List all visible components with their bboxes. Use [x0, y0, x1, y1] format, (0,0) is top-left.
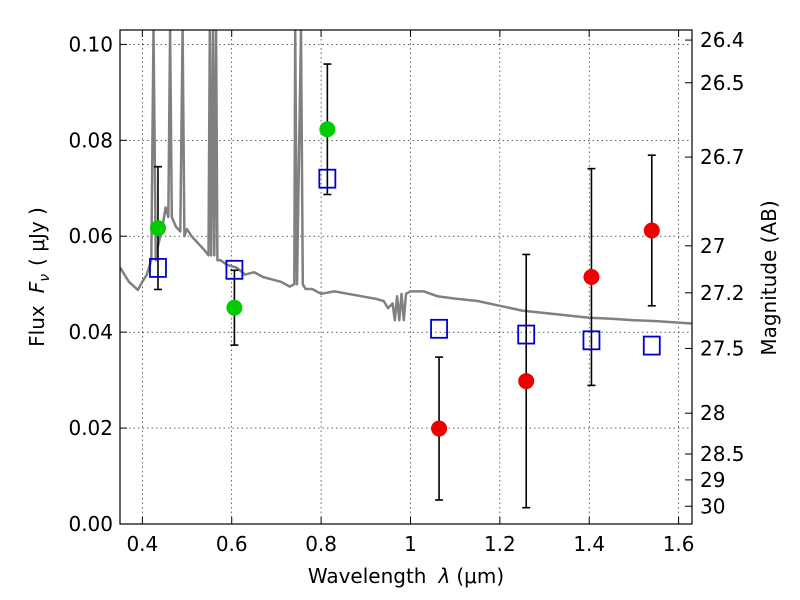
- y-axis-title-unit: ( μJy ): [25, 207, 49, 266]
- magnitude-tick-label: 27.5: [700, 336, 745, 360]
- x-tick-label: 1.6: [663, 532, 695, 556]
- magnitude-tick-label: 28: [700, 401, 725, 425]
- x-tick-label: 0.6: [216, 532, 248, 556]
- x-tick-label: 1: [404, 532, 417, 556]
- magnitude-tick-label: 26.5: [700, 71, 745, 95]
- model-band-square: [430, 318, 448, 339]
- y-tick-label: 0.10: [68, 32, 113, 56]
- magnitude-tick-label: 26.7: [700, 145, 745, 169]
- y-tick-label: 0.04: [68, 320, 113, 344]
- optical-data-point: [226, 299, 243, 316]
- x-tick-label: 0.8: [305, 532, 337, 556]
- y-tick-label: 0.08: [68, 128, 113, 152]
- model-spectrum-line: [120, 30, 692, 325]
- x-tick-label: 1.2: [484, 532, 516, 556]
- y-axis-title-text: Flux: [25, 305, 49, 347]
- y-axis-title-symbol: F: [25, 281, 49, 293]
- model-band-square: [318, 168, 337, 189]
- magnitude-tick-label: 30: [700, 494, 725, 518]
- magnitude-tick-label: 27.2: [700, 281, 745, 305]
- data-markers: [149, 63, 661, 509]
- optical-data-point: [319, 121, 336, 138]
- optical-data-point: [149, 220, 166, 237]
- model-band-square: [149, 257, 167, 278]
- x-axis-title-unit: (μm): [456, 564, 504, 588]
- magnitude-tick-label: 26.4: [700, 28, 745, 52]
- magnitude-tick-label: 27: [700, 234, 725, 258]
- model-band-square: [642, 335, 661, 356]
- nir-data-point: [583, 269, 600, 285]
- axis-ticks: 0.4 0.6 0.8 1 1.2 1.4 1.6 0.00 0.02 0.04 0.06 0.08 0…: [68, 28, 744, 556]
- y-tick-label: 0.06: [68, 224, 113, 248]
- model-spectrum-layer: [120, 30, 692, 325]
- model-band-square: [582, 330, 601, 351]
- y2-axis-title: Magnitude (AB): [757, 200, 781, 355]
- x-tick-label: 1.4: [573, 532, 605, 556]
- y-tick-label: 0.00: [68, 512, 113, 536]
- nir-data-point: [643, 222, 660, 239]
- model-band-square: [225, 259, 244, 280]
- plot-frame: [119, 29, 693, 525]
- magnitude-tick-label: 29: [700, 468, 725, 492]
- nir-data-point: [431, 420, 448, 437]
- x-axis-title: Wavelength λ (μm): [308, 564, 504, 588]
- nir-data-point: [518, 373, 535, 390]
- y-axis-title-subscript: ν: [37, 274, 53, 282]
- y-axis-title: Flux Fν ( μJy ): [25, 207, 53, 347]
- y-tick-label: 0.02: [68, 416, 113, 440]
- x-axis-title-text: Wavelength: [308, 564, 427, 588]
- magnitude-tick-label: 28.5: [700, 442, 745, 466]
- x-axis-title-symbol: λ: [438, 564, 451, 588]
- x-tick-label: 0.4: [126, 532, 158, 556]
- model-band-square: [517, 324, 536, 345]
